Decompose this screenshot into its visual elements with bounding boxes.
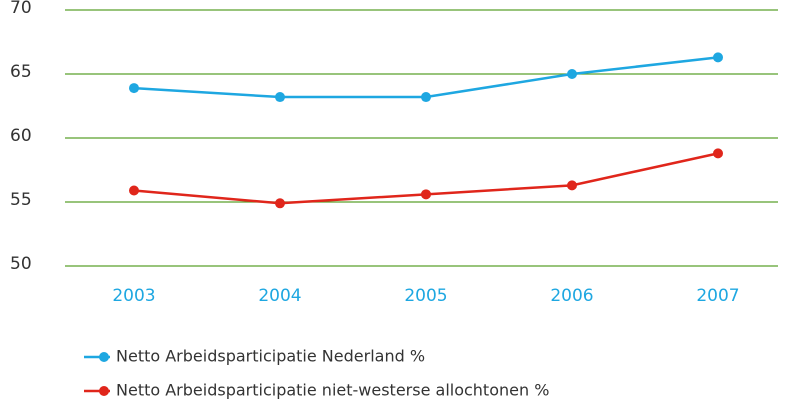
x-tick-label: 2004 [258, 286, 301, 306]
data-point [713, 148, 723, 159]
data-point [713, 52, 723, 63]
legend-marker [99, 386, 109, 396]
data-point [421, 189, 431, 200]
y-tick-label: 50 [10, 254, 32, 274]
x-tick-label: 2007 [696, 286, 739, 306]
data-point [421, 92, 431, 103]
data-point [275, 92, 285, 103]
data-point [129, 185, 139, 196]
y-tick-label: 65 [10, 62, 32, 82]
legend-label: Netto Arbeidsparticipatie Nederland % [116, 347, 425, 366]
legend-label: Netto Arbeidsparticipatie niet-westerse … [116, 381, 549, 400]
legend-marker [99, 352, 109, 362]
data-point [129, 83, 139, 94]
y-tick-label: 55 [10, 190, 32, 210]
x-tick-label: 2005 [404, 286, 447, 306]
x-tick-label: 2006 [550, 286, 593, 306]
x-tick-label: 2003 [112, 286, 155, 306]
data-point [275, 198, 285, 209]
y-tick-label: 60 [10, 126, 32, 146]
series-line [133, 56, 719, 99]
data-point [567, 180, 577, 191]
y-tick-label: 70 [10, 0, 32, 18]
data-point [567, 69, 577, 79]
